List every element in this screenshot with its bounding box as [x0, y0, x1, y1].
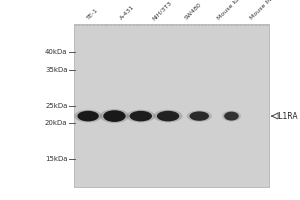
Ellipse shape — [77, 111, 99, 121]
Text: 20kDa: 20kDa — [45, 120, 68, 126]
Ellipse shape — [187, 110, 212, 122]
Text: A-431: A-431 — [119, 5, 135, 21]
Ellipse shape — [126, 110, 155, 122]
Ellipse shape — [103, 110, 126, 122]
Ellipse shape — [222, 111, 241, 121]
Text: Mouse lung: Mouse lung — [216, 0, 245, 21]
Ellipse shape — [190, 111, 209, 121]
Text: NIH/3T3: NIH/3T3 — [151, 0, 173, 21]
Text: 25kDa: 25kDa — [45, 102, 68, 108]
Text: SW480: SW480 — [184, 2, 202, 21]
Text: TE-1: TE-1 — [86, 8, 100, 21]
Text: 35kDa: 35kDa — [45, 67, 68, 73]
Ellipse shape — [154, 110, 183, 122]
Text: IL1RA: IL1RA — [276, 112, 298, 121]
Ellipse shape — [224, 112, 239, 121]
Ellipse shape — [130, 111, 152, 121]
Text: 40kDa: 40kDa — [45, 49, 68, 55]
Ellipse shape — [74, 110, 102, 122]
Bar — [74, 24, 268, 187]
Text: 15kDa: 15kDa — [45, 156, 68, 162]
Ellipse shape — [100, 109, 129, 123]
Text: Mouse liver: Mouse liver — [249, 0, 278, 21]
Ellipse shape — [157, 111, 179, 121]
